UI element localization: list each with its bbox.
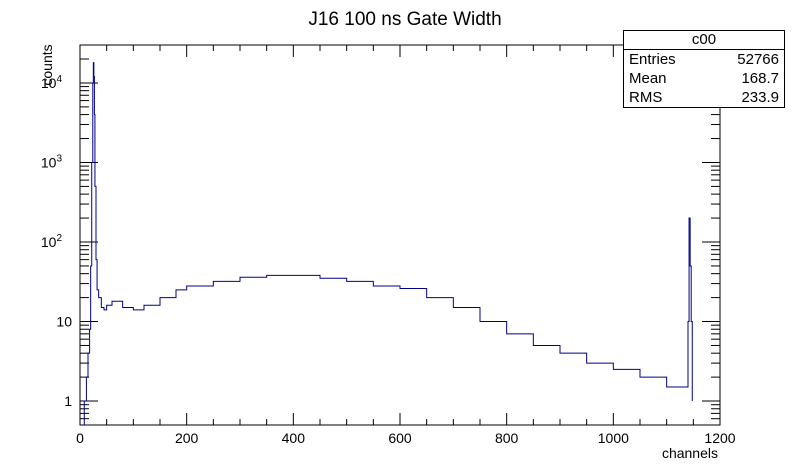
histogram-line: [83, 62, 693, 425]
stats-row-mean: Mean 168.7: [624, 69, 784, 88]
stats-rms-value: 233.9: [741, 89, 779, 106]
y-axis-label: counts: [39, 44, 55, 85]
y-tick-label-3: 103: [41, 153, 63, 170]
stats-mean-label: Mean: [629, 70, 667, 87]
x-tick-label-5: 1000: [598, 430, 629, 446]
stats-row-rms: RMS 233.9: [624, 88, 784, 107]
x-tick-label-1: 200: [175, 430, 199, 446]
x-tick-label-6: 1200: [704, 430, 735, 446]
y-tick-label-0: 1: [64, 393, 72, 409]
stats-mean-value: 168.7: [741, 70, 779, 87]
y-tick-label-4: 104: [41, 74, 63, 91]
stats-rms-label: RMS: [629, 89, 663, 106]
x-tick-label-2: 400: [282, 430, 306, 446]
y-tick-label-1: 10: [56, 314, 72, 330]
chart-title: J16 100 ns Gate Width: [308, 9, 501, 30]
x-tick-label-0: 0: [76, 430, 84, 446]
stats-entries-value: 52766: [737, 51, 779, 68]
x-axis-label: channels: [662, 445, 718, 461]
stats-box: c00 Entries 52766 Mean 168.7 RMS 233.9: [623, 30, 785, 108]
stats-row-entries: Entries 52766: [624, 50, 784, 69]
stats-entries-label: Entries: [629, 51, 676, 68]
x-tick-label-4: 800: [495, 430, 519, 446]
y-tick-label-2: 102: [41, 233, 63, 250]
stats-title: c00: [624, 31, 784, 50]
x-tick-label-3: 600: [388, 430, 412, 446]
